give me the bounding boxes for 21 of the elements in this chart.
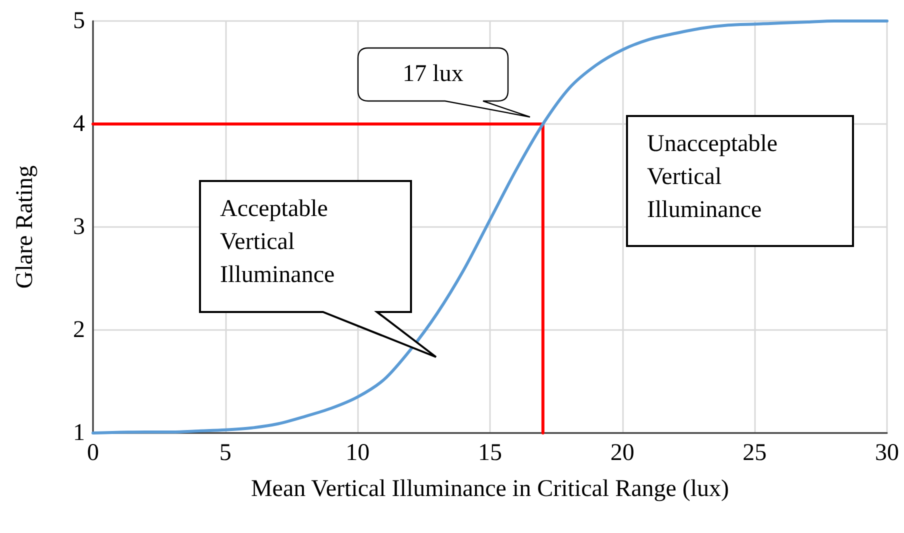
x-tick-label: 20 bbox=[610, 440, 634, 466]
annotation: 17 lux bbox=[402, 60, 464, 89]
x-tick-label: 15 bbox=[478, 440, 502, 466]
x-tick-label: 25 bbox=[742, 440, 767, 466]
x-axis-title: Mean Vertical Illuminance in Critical Range (lux) bbox=[250, 476, 730, 502]
y-tick-label: 1 bbox=[73, 420, 85, 446]
annotation: Acceptable Vertical Illuminance bbox=[220, 195, 336, 290]
y-tick-label: 5 bbox=[73, 8, 85, 34]
y-tick-label: 2 bbox=[73, 317, 85, 343]
x-tick-label: 5 bbox=[219, 440, 232, 466]
annotation: Unacceptable Vertical Illuminance bbox=[647, 130, 779, 225]
x-tick-label: 30 bbox=[875, 440, 899, 466]
speech-bubble: Acceptable Vertical Illuminance bbox=[200, 181, 436, 357]
text-box: Unacceptable Vertical Illuminance bbox=[627, 116, 853, 246]
x-tick-label: 0 bbox=[87, 440, 99, 466]
y-tick-label: 3 bbox=[73, 214, 85, 240]
speech-bubble: 17 lux bbox=[358, 48, 530, 117]
line-series bbox=[92, 20, 888, 434]
y-axis-title: Glare Rating bbox=[12, 165, 38, 289]
y-tick-label: 4 bbox=[73, 111, 85, 137]
x-tick-label: 10 bbox=[346, 440, 370, 466]
